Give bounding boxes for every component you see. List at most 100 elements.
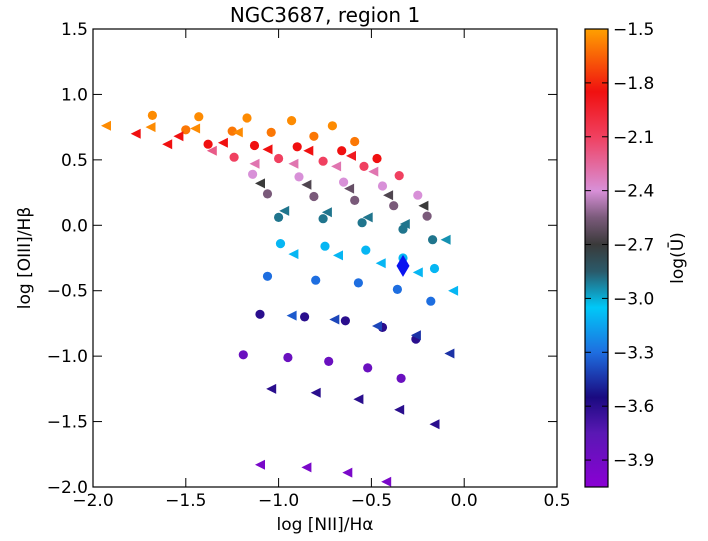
data-point-circle — [413, 190, 423, 200]
y-axis-ticks: −2.0 −1.5 −1.0 −0.5 0.0 0.5 1.0 1.5 — [47, 20, 557, 498]
data-point-circle — [147, 110, 157, 120]
data-point-circle — [238, 350, 248, 360]
data-point-circle — [292, 142, 302, 152]
data-point-circle — [394, 171, 404, 181]
colorbar-tick-label: −1.5 — [613, 20, 654, 40]
data-point-circle — [274, 153, 284, 164]
data-point-triangle — [344, 183, 355, 194]
data-point-triangle — [255, 178, 265, 189]
data-point-triangle — [418, 200, 429, 211]
data-point-triangle — [286, 310, 297, 321]
data-point-triangle — [429, 419, 440, 430]
data-point-triangle — [173, 131, 184, 142]
data-point-circle — [339, 177, 349, 187]
data-point-circle — [350, 136, 360, 147]
data-point-circle — [266, 127, 276, 137]
data-point-triangle — [279, 205, 290, 216]
data-point-triangle — [303, 145, 314, 156]
data-point-circle — [242, 113, 252, 123]
data-point-triangle — [217, 137, 228, 148]
data-point-circle — [389, 201, 399, 211]
data-point-triangle — [353, 394, 364, 405]
data-point-circle — [398, 224, 408, 234]
data-point-circle — [294, 172, 304, 182]
x-tick-label: −1.0 — [258, 491, 299, 511]
data-point-triangle — [288, 249, 299, 260]
data-point-triangle — [310, 387, 321, 398]
data-point-circle — [372, 153, 382, 164]
data-point-triangle — [394, 404, 405, 415]
data-point-triangle — [444, 348, 455, 359]
colorbar — [584, 28, 609, 488]
data-point-triangle — [381, 476, 392, 487]
data-point-circle — [309, 131, 319, 141]
data-point-diamond — [396, 254, 410, 277]
data-point-triangle — [162, 139, 173, 150]
data-point-circle — [353, 278, 363, 288]
x-tick-label: −1.5 — [165, 491, 206, 511]
data-point-circle — [327, 121, 337, 131]
data-point-circle — [340, 316, 350, 326]
data-point-circle — [287, 116, 297, 126]
data-point-circle — [324, 356, 334, 366]
x-tick-label: −0.5 — [351, 491, 392, 511]
data-point-circle — [426, 296, 436, 306]
data-point-circle — [392, 284, 402, 294]
data-point-triangle — [410, 330, 421, 341]
colorbar-tick-label: −3.6 — [613, 397, 654, 417]
data-point-triangle — [321, 207, 332, 218]
data-point-triangle — [255, 459, 265, 470]
data-point-circle — [318, 156, 328, 166]
colorbar-label: log(Ū) — [666, 232, 688, 284]
data-point-circle — [357, 218, 367, 228]
data-point-triangle — [130, 128, 141, 139]
plot-marks — [101, 110, 459, 487]
data-point-triangle — [342, 467, 353, 478]
data-point-circle — [248, 169, 258, 179]
colorbar-tick-label: −2.1 — [613, 128, 654, 148]
y-tick-label: 0.5 — [61, 151, 88, 171]
data-point-triangle — [368, 166, 379, 177]
data-point-triangle — [362, 212, 373, 223]
x-axis-label: log [NII]/Hα — [276, 515, 373, 535]
data-point-circle — [422, 211, 432, 221]
data-point-circle — [262, 189, 273, 199]
data-point-triangle — [288, 158, 299, 169]
data-point-circle — [274, 212, 284, 222]
colorbar-tick-label: −1.8 — [613, 74, 654, 94]
x-tick-label: 0.5 — [543, 491, 570, 511]
data-point-circle — [227, 126, 237, 136]
colorbar-tick-label: −2.4 — [613, 182, 654, 202]
data-point-circle — [203, 139, 213, 149]
x-axis-ticks: −2.0 −1.5 −1.0 −0.5 0.0 0.5 — [72, 29, 571, 511]
data-point-triangle — [266, 383, 277, 394]
data-point-triangle — [331, 161, 342, 172]
data-point-circle — [429, 263, 440, 274]
data-point-triangle — [440, 234, 451, 245]
data-point-circle — [359, 161, 369, 171]
data-point-triangle — [101, 120, 111, 131]
data-point-triangle — [301, 179, 312, 190]
colorbar-tick-label: −3.0 — [613, 289, 654, 309]
y-axis-label: log [OIII]/Hβ — [15, 207, 35, 309]
data-point-triangle — [346, 150, 356, 161]
data-point-triangle — [232, 127, 243, 138]
data-point-circle — [337, 146, 347, 156]
data-point-circle — [262, 271, 273, 281]
data-point-circle — [275, 239, 286, 249]
colorbar-tick-label: −3.3 — [613, 343, 654, 363]
data-point-triangle — [206, 145, 217, 156]
data-point-circle — [309, 191, 319, 202]
data-point-triangle — [329, 314, 340, 325]
data-point-circle — [311, 275, 321, 285]
data-point-circle — [181, 125, 191, 135]
data-point-triangle — [448, 285, 459, 296]
data-point-circle — [249, 140, 260, 151]
data-point-circle — [428, 235, 438, 245]
data-point-circle — [363, 363, 373, 373]
y-tick-label: −1.5 — [47, 413, 88, 433]
data-point-circle — [229, 152, 239, 162]
data-point-circle — [350, 195, 360, 205]
data-point-triangle — [412, 267, 423, 278]
